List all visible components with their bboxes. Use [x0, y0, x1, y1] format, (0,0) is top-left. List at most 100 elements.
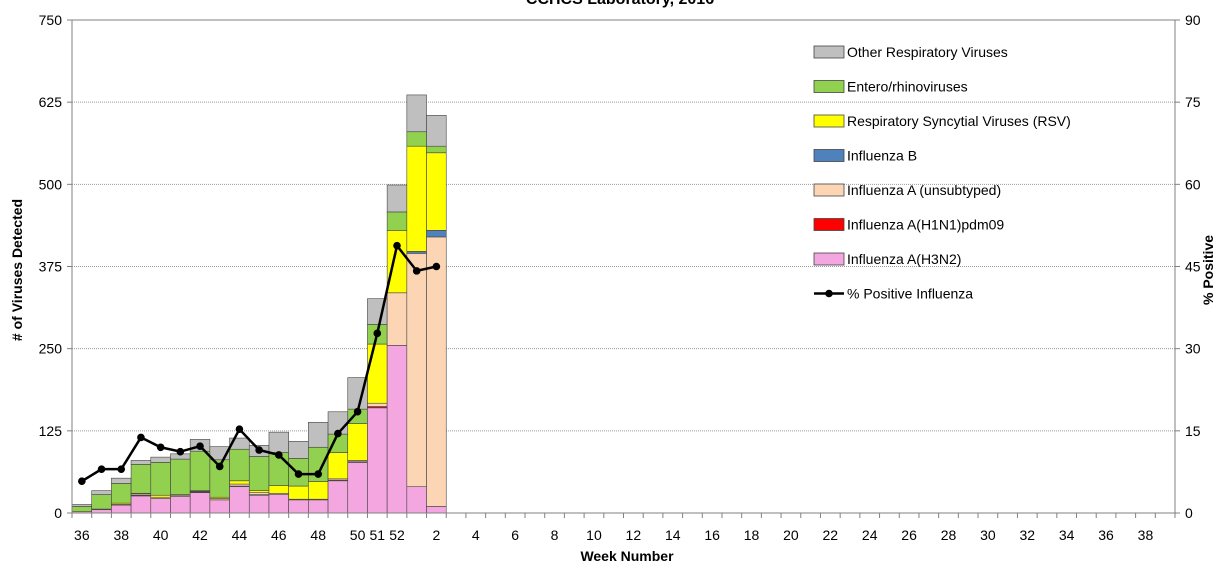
x-tick-label: 46	[271, 527, 287, 543]
bar-entero-rhinoviruses-16	[386, 211, 408, 231]
legend-swatch	[813, 149, 845, 162]
legend-swatch	[813, 252, 845, 266]
line-point-4	[156, 443, 165, 452]
bar-entero-rhinoviruses-9	[248, 456, 270, 491]
percent-positive-line	[78, 241, 441, 486]
bar-respiratory-syncytial-viruses-rsv--15	[367, 343, 388, 404]
stack-week-44	[229, 437, 250, 514]
x-tick-label: 40	[153, 527, 169, 543]
stack-week-36	[71, 504, 92, 514]
bar-other-respiratory-viruses-2	[111, 477, 132, 484]
legend-swatch	[813, 45, 845, 59]
stack-week-52	[386, 184, 408, 514]
x-tick-label: 20	[783, 527, 799, 543]
y2-tick-label: 0	[1185, 505, 1193, 521]
x-tick-label: 28	[941, 527, 957, 543]
legend-label: Influenza A(H1N1)pdm09	[847, 217, 1004, 233]
x-tick-label: 14	[665, 527, 681, 543]
legend-label: Influenza A(H3N2)	[847, 251, 961, 267]
bar-influenza-a-h3n2--13	[327, 480, 349, 514]
bar-other-respiratory-viruses-0	[71, 504, 92, 507]
legend-label: Influenza A (unsubtyped)	[847, 182, 1001, 198]
x-tick-label: 12	[626, 527, 642, 543]
bar-influenza-a-h3n2--16	[386, 345, 408, 514]
legend-item-influenza-b: Influenza B	[813, 148, 917, 164]
x-axis-title: Week Number	[580, 548, 674, 564]
bar-respiratory-syncytial-viruses-rsv--8	[229, 480, 250, 485]
x-tick-label: 24	[862, 527, 878, 543]
bar-influenza-a-unsubtyped--16	[386, 292, 408, 346]
line-point-15	[373, 329, 382, 338]
bar-entero-rhinoviruses-6	[189, 450, 211, 491]
bar-other-respiratory-viruses-3	[130, 460, 152, 465]
y-tick-label: 625	[39, 94, 63, 110]
stack-week-49	[327, 411, 349, 514]
stack-week-37	[91, 490, 112, 514]
x-tick-label: 32	[1019, 527, 1035, 543]
axes	[67, 19, 1180, 518]
bar-respiratory-syncytial-viruses-rsv--14	[347, 423, 368, 461]
x-tick-label: 34	[1059, 527, 1075, 543]
bar-influenza-a-h3n2--18	[426, 506, 447, 514]
stack-week-38	[111, 477, 132, 514]
legend-marker	[825, 289, 833, 298]
x-tick-label: 51	[370, 527, 386, 543]
stack-week-45	[248, 444, 270, 514]
bar-entero-rhinoviruses-5	[170, 458, 191, 495]
bar-influenza-a-h3n2--12	[308, 499, 329, 514]
legend: Other Respiratory Viruses Entero/rhinovir…	[813, 44, 1071, 302]
x-tick-label: 22	[823, 527, 839, 543]
x-tick-label: 38	[113, 527, 129, 543]
line-point-5	[176, 447, 185, 456]
bar-influenza-a-h3n2--9	[248, 494, 270, 514]
bar-entero-rhinoviruses-1	[91, 494, 112, 510]
stack-week-43	[209, 446, 230, 514]
bar-influenza-a-h3n2--2	[111, 504, 132, 514]
bar-influenza-a-h3n2--8	[229, 486, 250, 514]
bar-influenza-a-h3n2--10	[268, 494, 289, 514]
bar-other-respiratory-viruses-8	[229, 437, 250, 450]
y2-tick-label: 90	[1185, 12, 1201, 28]
bar-respiratory-syncytial-viruses-rsv--17	[406, 145, 427, 252]
bar-entero-rhinoviruses-3	[130, 464, 152, 494]
x-tick-label: 44	[232, 527, 248, 543]
bar-influenza-a-unsubtyped--15	[367, 402, 388, 407]
legend-label: % Positive Influenza	[847, 286, 973, 302]
legend-label: Other Respiratory Viruses	[847, 44, 1008, 60]
legend-item-influenza-a-h3n2-: Influenza A(H3N2)	[813, 251, 961, 267]
line-point-12	[314, 470, 323, 478]
x-tick-label: 2	[432, 527, 440, 543]
bar-entero-rhinoviruses-4	[150, 462, 171, 496]
bar-influenza-a-h3n2--15	[367, 407, 388, 514]
x-tick-label: 36	[74, 527, 90, 543]
legend-label: Entero/rhinoviruses	[847, 79, 968, 95]
bar-influenza-a-unsubtyped--17	[406, 253, 427, 488]
x-tick-label: 52	[389, 527, 405, 543]
y2-axis-title: % Positive	[1200, 235, 1215, 305]
stack-week-41	[170, 453, 191, 514]
line-point-2	[117, 465, 126, 473]
y-tick-label: 0	[54, 505, 62, 521]
bar-respiratory-syncytial-viruses-rsv--13	[327, 452, 349, 480]
bar-influenza-a-h3n2--6	[189, 492, 211, 514]
bar-entero-rhinoviruses-8	[229, 448, 250, 482]
bar-entero-rhinoviruses-17	[406, 131, 427, 147]
x-tick-label: 18	[744, 527, 760, 543]
y2-tick-label: 75	[1185, 94, 1201, 110]
x-tick-label: 42	[192, 527, 208, 543]
x-tick-label: 26	[901, 527, 917, 543]
stack-week-2	[426, 115, 447, 514]
line-point-0	[78, 477, 86, 486]
stack-week-42	[189, 439, 211, 514]
bar-other-respiratory-viruses-11	[288, 441, 309, 459]
x-tick-label: 4	[472, 527, 480, 543]
legend-swatch	[813, 183, 845, 197]
line-point-7	[215, 462, 224, 471]
legend-swatch	[813, 80, 845, 93]
line-point-16	[393, 241, 401, 250]
line-point-13	[334, 429, 342, 438]
bar-influenza-a-h3n2--17	[406, 486, 427, 514]
stack-week-47	[288, 441, 309, 514]
legend-item-respiratory-syncytial-viruses-rsv-: Respiratory Syncytial Viruses (RSV)	[813, 113, 1071, 129]
